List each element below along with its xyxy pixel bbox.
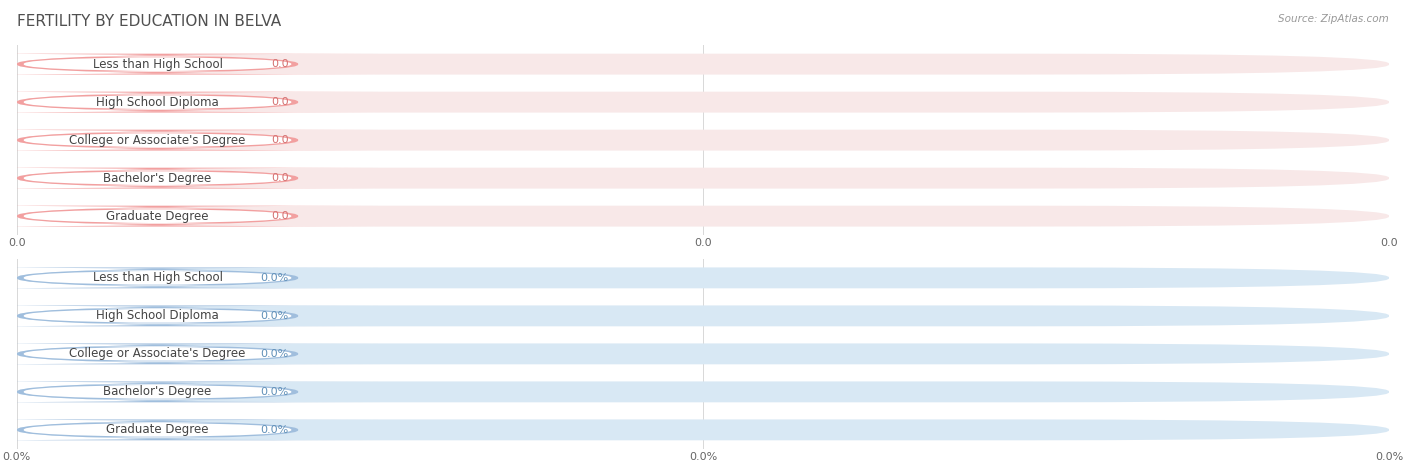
- FancyBboxPatch shape: [17, 267, 1389, 288]
- FancyBboxPatch shape: [24, 57, 292, 72]
- Text: 0.0: 0.0: [271, 173, 288, 183]
- Text: 0.0%: 0.0%: [260, 425, 288, 435]
- FancyBboxPatch shape: [24, 171, 292, 186]
- Text: High School Diploma: High School Diploma: [96, 95, 219, 109]
- FancyBboxPatch shape: [0, 305, 380, 326]
- Text: College or Associate's Degree: College or Associate's Degree: [69, 347, 246, 361]
- FancyBboxPatch shape: [0, 381, 380, 402]
- FancyBboxPatch shape: [0, 267, 380, 288]
- Text: High School Diploma: High School Diploma: [96, 309, 219, 323]
- FancyBboxPatch shape: [24, 209, 292, 224]
- Text: College or Associate's Degree: College or Associate's Degree: [69, 133, 246, 147]
- FancyBboxPatch shape: [17, 343, 1389, 364]
- FancyBboxPatch shape: [24, 384, 292, 399]
- Text: 0.0: 0.0: [271, 59, 288, 69]
- FancyBboxPatch shape: [24, 422, 292, 437]
- Text: Bachelor's Degree: Bachelor's Degree: [104, 385, 212, 399]
- Text: Graduate Degree: Graduate Degree: [107, 209, 208, 223]
- FancyBboxPatch shape: [24, 308, 292, 323]
- Text: Less than High School: Less than High School: [93, 57, 222, 71]
- Text: 0.0: 0.0: [271, 135, 288, 145]
- FancyBboxPatch shape: [17, 130, 1389, 151]
- FancyBboxPatch shape: [0, 54, 380, 75]
- Text: 0.0%: 0.0%: [260, 349, 288, 359]
- Text: 0.0%: 0.0%: [260, 311, 288, 321]
- FancyBboxPatch shape: [0, 92, 380, 113]
- FancyBboxPatch shape: [24, 133, 292, 148]
- FancyBboxPatch shape: [17, 92, 1389, 113]
- Text: 0.0: 0.0: [271, 211, 288, 221]
- Text: Graduate Degree: Graduate Degree: [107, 423, 208, 437]
- FancyBboxPatch shape: [17, 206, 1389, 227]
- FancyBboxPatch shape: [17, 54, 1389, 75]
- Text: Less than High School: Less than High School: [93, 271, 222, 285]
- FancyBboxPatch shape: [0, 168, 380, 189]
- FancyBboxPatch shape: [0, 419, 380, 440]
- FancyBboxPatch shape: [17, 305, 1389, 326]
- Text: Source: ZipAtlas.com: Source: ZipAtlas.com: [1278, 14, 1389, 24]
- Text: FERTILITY BY EDUCATION IN BELVA: FERTILITY BY EDUCATION IN BELVA: [17, 14, 281, 29]
- Text: 0.0: 0.0: [271, 97, 288, 107]
- FancyBboxPatch shape: [24, 270, 292, 285]
- Text: 0.0%: 0.0%: [260, 387, 288, 397]
- Text: 0.0%: 0.0%: [260, 273, 288, 283]
- Text: Bachelor's Degree: Bachelor's Degree: [104, 171, 212, 185]
- FancyBboxPatch shape: [17, 419, 1389, 440]
- FancyBboxPatch shape: [24, 346, 292, 361]
- FancyBboxPatch shape: [0, 206, 380, 227]
- FancyBboxPatch shape: [24, 95, 292, 110]
- FancyBboxPatch shape: [0, 343, 380, 364]
- FancyBboxPatch shape: [17, 381, 1389, 402]
- FancyBboxPatch shape: [17, 168, 1389, 189]
- FancyBboxPatch shape: [0, 130, 380, 151]
